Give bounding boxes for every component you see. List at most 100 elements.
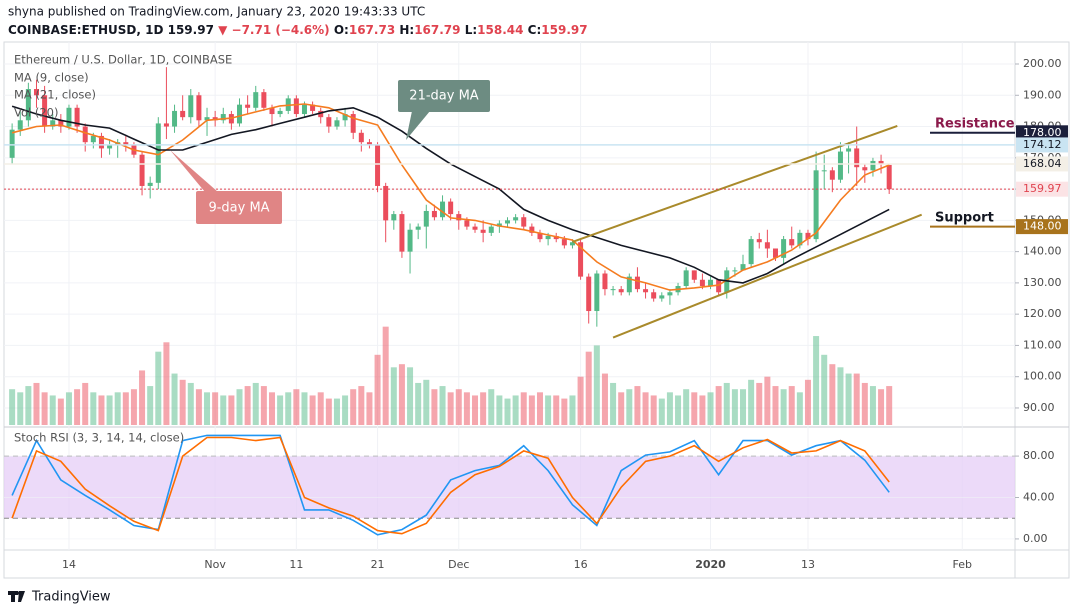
volume-bar	[293, 389, 300, 425]
volume-bar	[764, 376, 771, 425]
candle-body	[586, 276, 592, 312]
candle-body	[496, 223, 502, 227]
volume-bar	[756, 382, 763, 425]
candle-body	[391, 214, 397, 221]
callout-pointer	[170, 150, 218, 192]
indicator-title: Stoch RSI (3, 3, 14, 14, close)	[14, 431, 184, 445]
candle-body	[139, 154, 145, 186]
candle-body	[870, 160, 876, 171]
candle-body	[797, 232, 803, 246]
candle-body	[188, 95, 194, 118]
volume-bar	[853, 373, 860, 425]
volume-bar	[439, 386, 446, 425]
line	[11, 103, 890, 291]
volume-bar	[545, 395, 552, 425]
volume-bar	[886, 386, 893, 425]
y-tick-label: 40.00	[1023, 491, 1055, 504]
volume-bar	[212, 392, 219, 425]
volume-bar	[171, 373, 178, 425]
volume-bar	[610, 382, 617, 425]
candle-body	[772, 248, 778, 258]
volume-bar	[472, 395, 479, 425]
price-label: 178.00	[1023, 126, 1062, 139]
volume-bar	[845, 373, 852, 425]
annotation: 21-day MA	[409, 89, 478, 104]
y-tick-label: 90.00	[1023, 401, 1055, 414]
candle-body	[781, 239, 787, 258]
candle-body	[448, 201, 454, 215]
candle-body	[537, 232, 543, 240]
candle-body	[123, 142, 129, 146]
volume-bar	[187, 382, 194, 425]
candle-body	[610, 289, 616, 291]
candle-body	[147, 182, 153, 186]
volume-bar	[358, 386, 365, 425]
candle-body	[789, 239, 795, 246]
volume-bar	[277, 395, 284, 425]
candle-body	[837, 151, 843, 180]
candle-body	[431, 210, 437, 218]
candle-body	[204, 117, 210, 121]
volume-bar	[382, 326, 389, 425]
volume-bar	[455, 389, 462, 425]
volume-bar	[463, 392, 470, 425]
volume-bar	[325, 398, 332, 425]
candle-body	[569, 242, 575, 246]
volume-bar	[780, 389, 787, 425]
y-tick-label: 130.00	[1023, 276, 1062, 289]
candle-body	[172, 110, 178, 127]
volume-bar	[82, 382, 89, 425]
candle-body	[488, 226, 494, 233]
candle-body	[318, 110, 324, 118]
candle-body	[618, 289, 624, 293]
volume-bar	[861, 382, 868, 425]
price-label-box	[1016, 137, 1068, 153]
volume-bar	[642, 392, 649, 425]
candle-body	[358, 132, 364, 143]
candle-body	[691, 270, 697, 280]
callout-pointer	[406, 111, 430, 140]
candle-body	[407, 229, 413, 252]
volume-bar	[220, 395, 227, 425]
volume-bar	[342, 395, 349, 425]
brand-name: TradingView	[31, 590, 111, 605]
volume-bar	[796, 392, 803, 425]
candle-body	[375, 145, 381, 186]
volume-bar	[748, 379, 755, 425]
y-tick-label: 200.00	[1023, 57, 1062, 70]
volume-bar	[650, 395, 657, 425]
volume-bar	[829, 364, 836, 425]
candle-body	[212, 117, 218, 121]
volume-bar	[333, 398, 340, 425]
volume-bar	[536, 392, 543, 425]
candle-body	[66, 107, 72, 127]
overlay: Ethereum / U.S. Dollar, 1D, COINBASE MA …	[8, 53, 1015, 605]
volume-bar	[821, 354, 828, 425]
volume-bar	[634, 386, 641, 425]
x-tick-label: 14	[62, 558, 76, 571]
volume-bar	[114, 392, 121, 425]
candle-body	[626, 276, 632, 293]
volume-bar	[407, 367, 414, 425]
ohlc-key: O:	[334, 23, 349, 37]
volume-bar	[447, 392, 454, 425]
volume-bar	[41, 392, 48, 425]
candle-body	[399, 214, 405, 252]
candle-body	[545, 235, 551, 240]
ohlc-value: 159.97	[541, 23, 587, 37]
logo-part	[15, 591, 19, 595]
candle-body	[90, 135, 96, 143]
trend-line	[612, 213, 923, 339]
volume-bar	[155, 351, 162, 425]
volume-bar	[179, 379, 186, 425]
candle-body	[342, 114, 348, 121]
candle-body	[415, 226, 421, 230]
volume-bar	[33, 382, 40, 425]
candle-body	[756, 239, 762, 243]
band	[4, 456, 1015, 519]
candle-body	[9, 129, 15, 158]
price-label: 168.04	[1023, 157, 1062, 170]
legend-entry: MA (21, close)	[14, 88, 96, 102]
candle-body	[350, 114, 356, 133]
